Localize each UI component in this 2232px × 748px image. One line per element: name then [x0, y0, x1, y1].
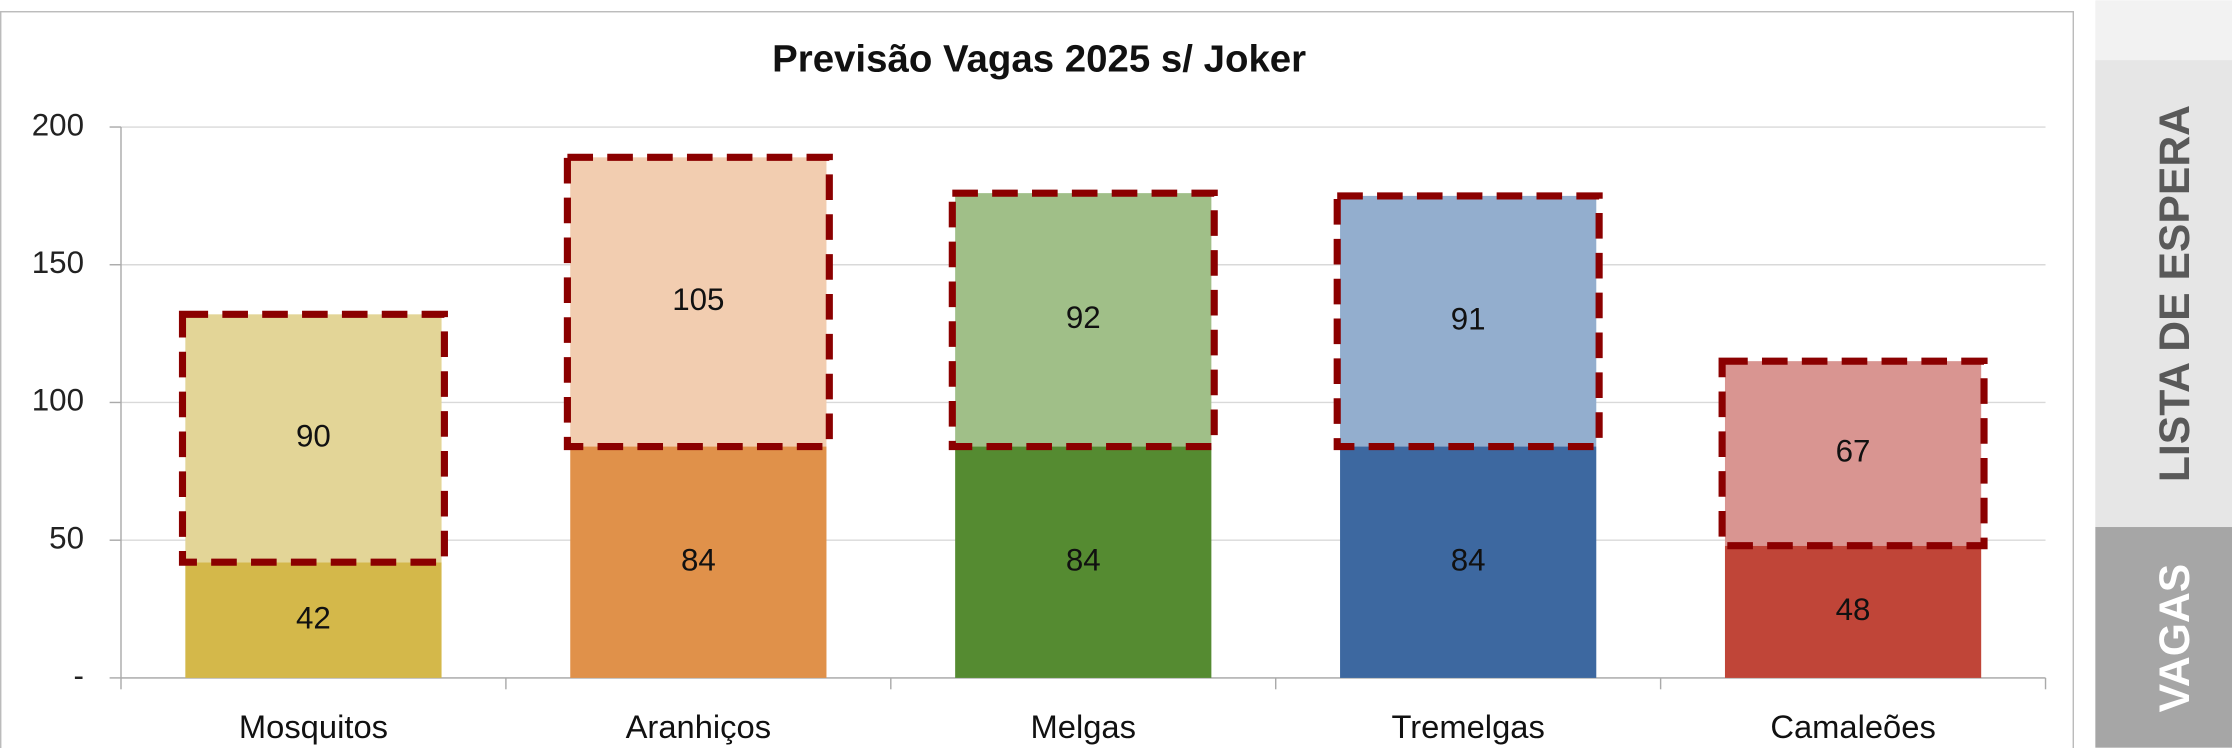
segment-outline	[563, 153, 833, 451]
bar-segment	[570, 446, 827, 678]
data-label: 84	[1451, 542, 1486, 577]
x-tick-label: Aranhiços	[626, 708, 771, 745]
bar-segment	[570, 157, 827, 447]
bar-segment	[1340, 195, 1597, 447]
bar-segment	[955, 446, 1212, 678]
y-tick-label: 150	[32, 245, 84, 280]
data-label: 90	[296, 419, 331, 454]
data-label: 67	[1836, 434, 1871, 469]
x-tick-label: Melgas	[1031, 708, 1136, 745]
bar-segment	[1724, 361, 1982, 546]
segment-outline	[948, 189, 1218, 451]
tab-label[interactable]: LISTA DE ESPERA	[2151, 105, 2199, 482]
y-tick-label: -	[74, 658, 84, 693]
y-tick-label: 200	[32, 107, 84, 142]
data-label: 48	[1836, 592, 1871, 627]
data-label: 84	[681, 542, 716, 577]
x-tick-label: Mosquitos	[239, 708, 388, 745]
data-label: 105	[672, 282, 724, 317]
bar-segment	[185, 314, 442, 563]
y-tick-label: 100	[32, 383, 84, 418]
x-tick-label: Tremelgas	[1391, 708, 1544, 745]
bar-segment	[955, 193, 1212, 447]
y-tick-label: 50	[49, 520, 84, 555]
tab-vagas[interactable]	[2095, 527, 2232, 748]
data-label: 92	[1066, 300, 1101, 335]
tab-label[interactable]: VAGAS	[2151, 564, 2199, 713]
data-label: 91	[1451, 301, 1486, 336]
data-label: 42	[296, 600, 331, 635]
tab-waitlist[interactable]	[2095, 60, 2232, 528]
bar-segment	[1724, 545, 1982, 678]
bar-segment	[185, 562, 442, 678]
segment-outline	[1718, 357, 1988, 550]
data-label: 84	[1066, 542, 1101, 577]
segment-outline	[1333, 192, 1603, 451]
segment-outline	[178, 310, 448, 566]
bar-segment	[1340, 446, 1597, 678]
chart-title: Previsão Vagas 2025 s/ Joker	[772, 38, 1306, 81]
x-tick-label: Camaleões	[1770, 708, 1936, 745]
